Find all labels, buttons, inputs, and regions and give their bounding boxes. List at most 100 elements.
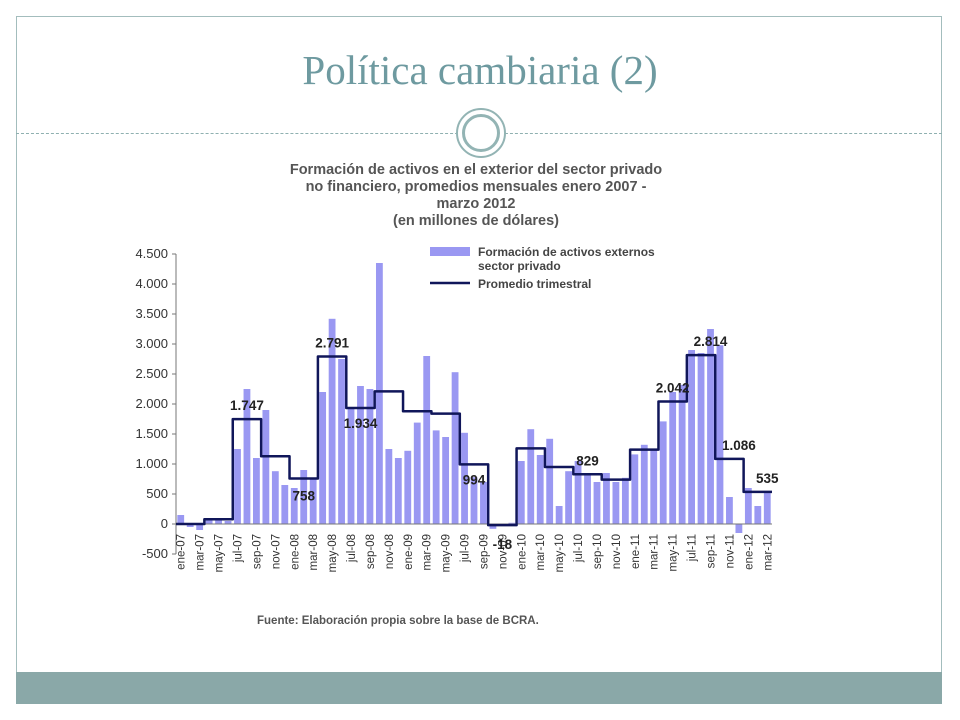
legend: Formación de activos externos sector pri…	[430, 245, 655, 291]
x-tick-label: may-10	[554, 534, 566, 572]
bar	[442, 437, 450, 524]
bar	[338, 359, 345, 524]
x-tick-label: sep-07	[251, 534, 263, 569]
chart-title-line-2: no financiero, promedios mensuales enero…	[306, 179, 647, 195]
bar	[385, 449, 393, 524]
bar	[262, 410, 270, 524]
data-label: 1.934	[344, 416, 378, 431]
bar	[394, 458, 402, 524]
bar	[678, 384, 686, 524]
bar	[565, 471, 573, 524]
bar	[290, 488, 298, 524]
bar	[763, 491, 771, 524]
x-tick-label: nov-10	[611, 534, 623, 569]
x-tick-label: mar-08	[308, 534, 320, 570]
bar	[480, 482, 487, 524]
data-label: 2.042	[656, 380, 690, 395]
bar	[196, 524, 204, 530]
bar	[319, 392, 327, 524]
y-tick-label: 1.500	[135, 426, 168, 441]
x-tick-label: may-09	[441, 534, 453, 572]
x-tick-label: mar-11	[649, 534, 661, 570]
x-tick-label: ene-11	[630, 534, 642, 569]
bar	[224, 521, 232, 524]
bar	[404, 450, 412, 524]
x-tick-label: nov-09	[497, 534, 509, 569]
x-tick-label: jul-11	[687, 534, 699, 562]
data-label: 758	[292, 489, 315, 504]
x-tick-label: sep-09	[478, 534, 490, 569]
bar	[612, 482, 620, 524]
bar	[754, 506, 762, 524]
bar	[300, 470, 308, 524]
footer-bar	[16, 672, 942, 704]
bar	[234, 449, 241, 524]
bar	[508, 522, 516, 524]
data-label: 2.814	[694, 334, 728, 349]
bar	[413, 422, 421, 524]
x-tick-label: mar-09	[422, 534, 434, 570]
bar	[177, 515, 185, 524]
y-tick-label: 2.500	[135, 366, 168, 381]
bar	[716, 345, 724, 524]
bar	[271, 471, 279, 524]
x-tick-label: ene-08	[289, 534, 301, 570]
y-tick-label: 0	[161, 516, 168, 531]
plot-area: -500 0 500 1.000 1.500 2.000 2.500 3.000 3.500 4.…	[135, 246, 779, 572]
chart-title-line-1: Formación de activos en el exterior del …	[290, 162, 662, 178]
bar	[470, 477, 478, 524]
x-tick-label: mar-12	[762, 534, 774, 570]
x-tick-label: nov-11	[724, 534, 736, 568]
bar	[253, 458, 260, 524]
legend-line-label: Promedio trimestral	[478, 277, 591, 291]
chart: Formación de activos en el exterior del …	[135, 162, 779, 627]
data-label: 829	[576, 453, 599, 468]
data-label: 1.086	[722, 438, 756, 453]
bar	[205, 519, 213, 524]
bar	[659, 421, 667, 524]
bar	[215, 518, 222, 524]
x-tick-label: may-07	[214, 534, 226, 572]
bar	[328, 318, 336, 524]
bar	[347, 407, 355, 524]
bar	[357, 386, 364, 524]
x-tick-label: ene-09	[403, 534, 415, 570]
bar	[423, 356, 431, 524]
bar	[489, 524, 497, 529]
x-tick-label: jul-10	[573, 534, 585, 563]
bar	[536, 455, 544, 524]
x-tick-label: jul-08	[346, 534, 358, 563]
x-tick-label: jul-09	[460, 534, 472, 563]
bar	[697, 353, 705, 524]
x-tick-label: ene-10	[516, 534, 528, 570]
y-tick-label: 4.500	[135, 246, 168, 261]
bar	[243, 389, 251, 524]
x-tick-label: mar-10	[535, 534, 547, 570]
ring-ornament-inner	[462, 114, 500, 152]
y-tick-label: 4.000	[135, 276, 168, 291]
data-label: 2.791	[315, 336, 349, 351]
bar	[650, 449, 658, 524]
bar	[631, 454, 639, 524]
x-tick-label: nov-07	[270, 534, 282, 569]
bar	[366, 389, 374, 524]
y-tick-label: 1.000	[135, 456, 168, 471]
bar	[603, 473, 610, 524]
x-tick-label: nov-08	[384, 534, 396, 569]
x-tick-label: sep-08	[365, 534, 377, 569]
y-tick-label: 3.000	[135, 336, 168, 351]
bar	[688, 350, 695, 524]
data-label: 994	[463, 472, 486, 487]
legend-bar-label-line-2: sector privado	[478, 259, 561, 273]
bar	[621, 477, 629, 524]
bar	[669, 392, 677, 524]
data-label: -18	[493, 537, 513, 552]
data-label: 535	[756, 471, 779, 486]
bar	[584, 474, 591, 524]
x-tick-label: may-08	[327, 534, 339, 572]
legend-bar-swatch	[430, 247, 470, 256]
x-tick-label: ene-12	[743, 534, 755, 570]
y-tick-label: 3.500	[135, 306, 168, 321]
slide-title: Política cambiaria (2)	[302, 47, 658, 93]
bar	[574, 461, 582, 524]
